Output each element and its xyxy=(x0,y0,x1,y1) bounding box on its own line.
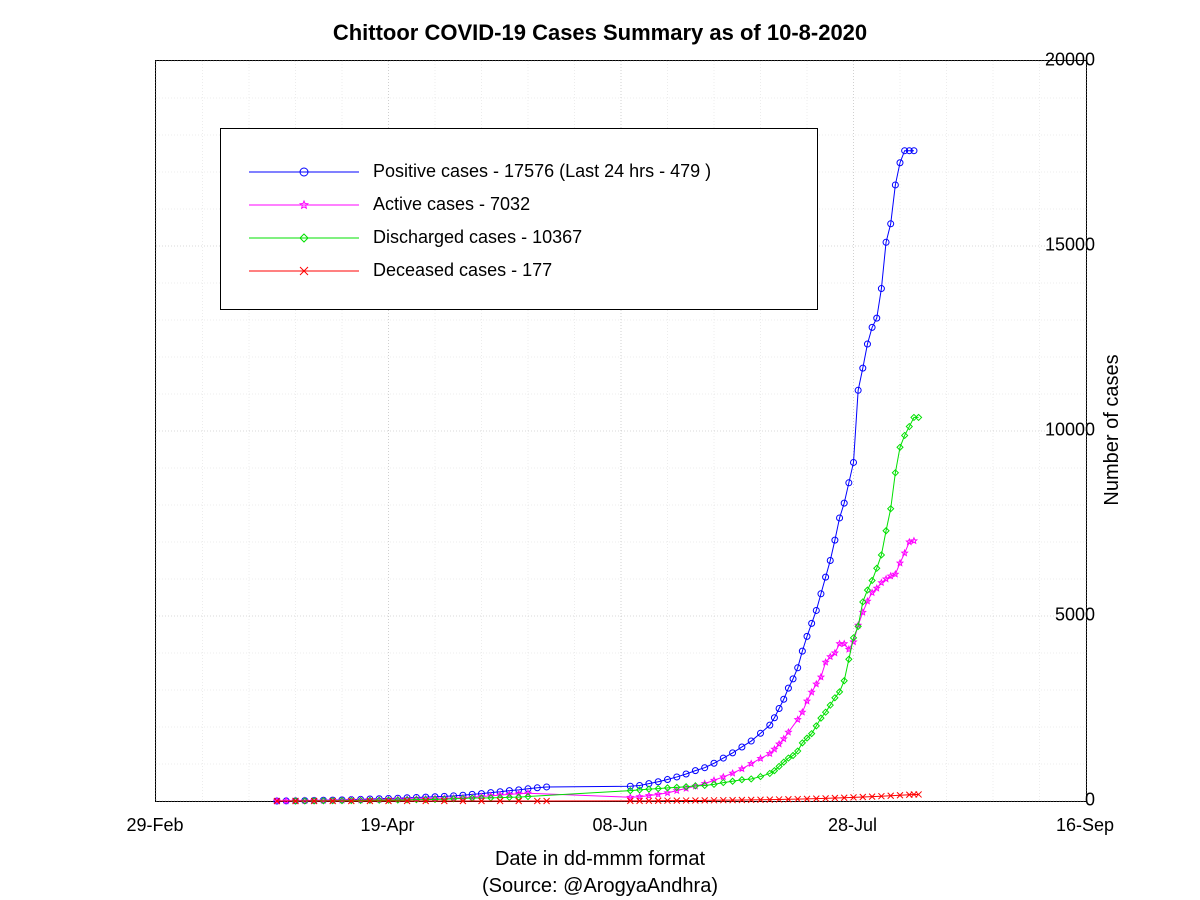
series-line xyxy=(277,541,914,801)
legend-label: Discharged cases - 10367 xyxy=(373,227,582,248)
x-tick-label: 08-Jun xyxy=(592,815,647,836)
legend-label: Deceased cases - 177 xyxy=(373,260,552,281)
y-axis-label: Number of cases xyxy=(1101,354,1124,505)
y-tick-label: 15000 xyxy=(1045,235,1095,256)
x-tick-label: 16-Sep xyxy=(1056,815,1114,836)
series-marker xyxy=(911,538,917,543)
legend-label: Active cases - 7032 xyxy=(373,194,530,215)
x-tick-label: 29-Feb xyxy=(126,815,183,836)
legend-sample xyxy=(249,261,359,281)
legend-item: Discharged cases - 10367 xyxy=(249,227,789,248)
y-tick-label: 5000 xyxy=(1055,605,1095,626)
legend-item: Deceased cases - 177 xyxy=(249,260,789,281)
legend-sample xyxy=(249,195,359,215)
x-tick-label: 19-Apr xyxy=(360,815,414,836)
series-line xyxy=(296,417,919,801)
legend-label: Positive cases - 17576 (Last 24 hrs - 47… xyxy=(373,161,711,182)
y-tick-label: 0 xyxy=(1085,790,1095,811)
legend-sample xyxy=(249,162,359,182)
legend-item: Active cases - 7032 xyxy=(249,194,789,215)
x-axis-sublabel: (Source: @ArogyaAndhra) xyxy=(0,875,1200,898)
legend-sample xyxy=(249,228,359,248)
y-tick-label: 20000 xyxy=(1045,50,1095,71)
legend-item: Positive cases - 17576 (Last 24 hrs - 47… xyxy=(249,161,789,182)
x-tick-label: 28-Jul xyxy=(828,815,877,836)
chart-title: Chittoor COVID-19 Cases Summary as of 10… xyxy=(0,20,1200,46)
y-tick-label: 10000 xyxy=(1045,420,1095,441)
legend: Positive cases - 17576 (Last 24 hrs - 47… xyxy=(220,128,818,310)
x-axis-label: Date in dd-mmm format xyxy=(0,848,1200,871)
